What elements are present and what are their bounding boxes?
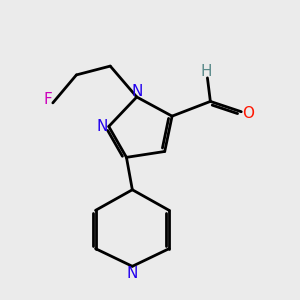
Text: H: H [200,64,212,79]
Text: O: O [242,106,254,121]
Text: N: N [97,119,108,134]
Text: N: N [131,84,142,99]
Text: N: N [127,266,138,281]
Text: F: F [43,92,52,107]
